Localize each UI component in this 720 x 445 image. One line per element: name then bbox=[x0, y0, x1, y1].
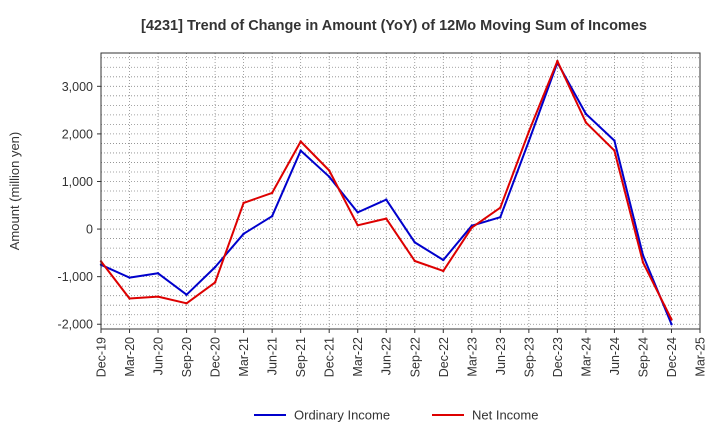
x-tick-label: Mar-21 bbox=[237, 337, 251, 377]
x-tick-label: Dec-22 bbox=[437, 337, 451, 377]
data-point bbox=[613, 139, 616, 142]
x-tick-label: Mar-24 bbox=[579, 337, 593, 377]
data-point bbox=[556, 59, 559, 63]
x-tick-label: Jun-23 bbox=[494, 337, 508, 375]
y-tick-label: 0 bbox=[86, 223, 93, 237]
x-tick-label: Sep-21 bbox=[294, 337, 308, 377]
data-point bbox=[213, 281, 217, 284]
x-tick-label: Mar-25 bbox=[694, 337, 708, 377]
x-tick-label: Sep-23 bbox=[522, 337, 536, 377]
y-axis-label: Amount (million yen) bbox=[7, 132, 22, 251]
data-point bbox=[442, 258, 445, 262]
data-point bbox=[356, 224, 359, 227]
data-point bbox=[242, 232, 245, 236]
x-tick-label: Dec-23 bbox=[551, 337, 565, 377]
data-point bbox=[156, 272, 160, 275]
legend-label: Net Income bbox=[472, 408, 538, 423]
data-point bbox=[527, 130, 531, 133]
data-point bbox=[270, 191, 274, 195]
y-tick-label: 2,000 bbox=[62, 127, 93, 141]
data-point bbox=[128, 276, 131, 279]
data-point bbox=[527, 139, 531, 143]
gridlines bbox=[100, 53, 701, 329]
data-point bbox=[299, 140, 302, 143]
data-point bbox=[613, 149, 616, 152]
data-point bbox=[156, 295, 160, 298]
legend-label: Ordinary Income bbox=[294, 408, 390, 423]
data-point bbox=[327, 169, 331, 172]
y-tick-label: 1,000 bbox=[62, 175, 93, 189]
x-tick-label: Sep-22 bbox=[408, 337, 422, 377]
data-point bbox=[327, 175, 331, 178]
data-point bbox=[213, 265, 217, 269]
data-point bbox=[670, 323, 673, 326]
axes: -2,000 -1,000 0 1,000 2,000 3,000 Dec-19 Mar-20… bbox=[58, 80, 708, 378]
data-point bbox=[185, 293, 188, 296]
series-lines bbox=[99, 59, 673, 326]
x-tick-label: Jun-21 bbox=[266, 337, 280, 375]
data-point bbox=[499, 206, 502, 209]
data-point bbox=[242, 201, 245, 205]
data-point bbox=[356, 211, 359, 214]
y-tick-label: 3,000 bbox=[62, 80, 93, 94]
x-tick-label: Dec-24 bbox=[665, 337, 679, 377]
x-tick-label: Mar-23 bbox=[465, 337, 479, 377]
y-tick-label: -2,000 bbox=[58, 318, 93, 332]
x-tick-label: Sep-24 bbox=[636, 337, 650, 377]
plot-frame bbox=[100, 52, 701, 330]
data-point bbox=[385, 217, 388, 220]
plot-area bbox=[101, 53, 700, 329]
x-tick-label: Jun-20 bbox=[152, 337, 166, 375]
x-tick-label: Dec-21 bbox=[323, 337, 337, 377]
legend: Ordinary Income Net Income bbox=[254, 408, 538, 423]
data-point bbox=[499, 215, 502, 219]
x-tick-label: Mar-22 bbox=[351, 337, 365, 377]
data-point bbox=[670, 318, 673, 321]
x-tick-label: Dec-19 bbox=[95, 337, 109, 377]
data-point bbox=[299, 149, 302, 152]
data-point bbox=[641, 261, 645, 264]
data-point bbox=[385, 198, 388, 201]
data-point bbox=[470, 226, 474, 229]
data-point bbox=[584, 121, 588, 124]
chart-title: [4231] Trend of Change in Amount (YoY) o… bbox=[141, 18, 647, 34]
data-point bbox=[128, 297, 131, 300]
y-tick-label: -1,000 bbox=[58, 270, 93, 284]
data-point bbox=[413, 241, 416, 244]
x-tick-label: Jun-22 bbox=[380, 337, 394, 375]
data-point bbox=[185, 302, 188, 305]
x-tick-label: Dec-20 bbox=[209, 337, 223, 377]
x-tick-label: Sep-20 bbox=[180, 337, 194, 377]
x-tick-label: Mar-20 bbox=[123, 337, 137, 377]
data-point bbox=[270, 215, 274, 218]
data-point bbox=[584, 112, 588, 116]
data-point bbox=[413, 259, 416, 263]
data-point bbox=[442, 269, 445, 273]
x-tick-label: Jun-24 bbox=[608, 337, 622, 375]
